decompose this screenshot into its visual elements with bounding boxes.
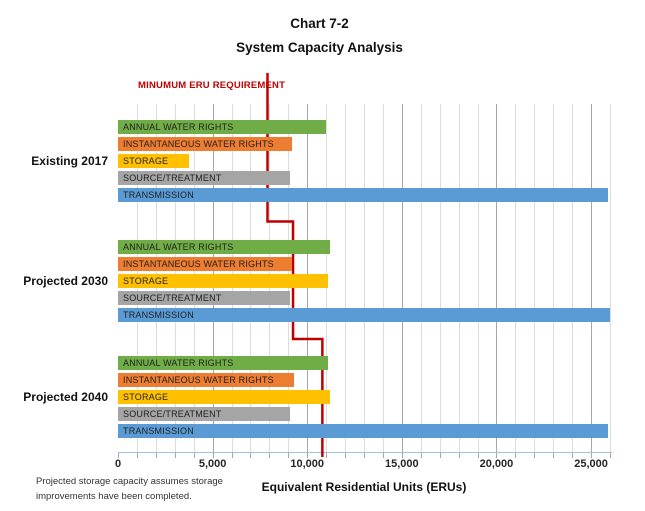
axis-tick [477, 452, 479, 458]
gridline [420, 104, 422, 452]
x-tick-label: 10,000 [290, 458, 325, 470]
gridline [572, 104, 574, 452]
gridline [496, 104, 498, 452]
axis-tick [591, 452, 593, 458]
group-label-existing-2017: Existing 2017 [31, 154, 108, 168]
axis-tick [212, 452, 214, 458]
axis-tick [118, 452, 119, 458]
gridline [591, 104, 593, 452]
axis-tick [364, 452, 365, 458]
axis-tick [155, 452, 157, 458]
gridline [345, 104, 347, 452]
bar-instantaneous-water-rights: INSTANTANEOUS WATER RIGHTS [118, 137, 293, 151]
bar-label: ANNUAL WATER RIGHTS [123, 242, 234, 252]
gridline [401, 104, 403, 452]
x-axis-line [118, 452, 612, 453]
gridline [458, 104, 460, 452]
axis-tick [420, 452, 422, 458]
bar-label: STORAGE [123, 392, 169, 402]
bar-transmission: TRANSMISSION [118, 188, 609, 202]
axis-tick [610, 452, 611, 458]
axis-tick [174, 452, 176, 458]
x-tick-label: 15,000 [385, 458, 419, 470]
x-tick-label: 25,000 [574, 458, 608, 470]
gridline [364, 104, 365, 452]
axis-tick [458, 452, 460, 458]
bar-source-treatment: SOURCE/TREATMENT [118, 171, 291, 185]
footnote-line-2: improvements have been completed. [36, 491, 192, 502]
x-axis-title: Equivalent Residential Units (ERUs) [261, 480, 467, 494]
gridline [515, 104, 517, 452]
gridline [534, 104, 536, 452]
bar-source-treatment: SOURCE/TREATMENT [118, 291, 291, 305]
bar-label: STORAGE [123, 276, 169, 286]
axis-tick [193, 452, 195, 458]
axis-tick [382, 452, 384, 458]
bar-source-treatment: SOURCE/TREATMENT [118, 407, 291, 421]
bar-instantaneous-water-rights: INSTANTANEOUS WATER RIGHTS [118, 257, 293, 271]
bar-storage: STORAGE [118, 154, 189, 168]
bar-label: INSTANTANEOUS WATER RIGHTS [123, 259, 274, 269]
axis-tick [401, 452, 403, 458]
bar-annual-water-rights: ANNUAL WATER RIGHTS [118, 120, 327, 134]
gridline [439, 104, 441, 452]
threshold-line-label: MINUMUM ERU REQUIREMENT [138, 80, 286, 91]
bar-label: SOURCE/TREATMENT [123, 173, 222, 183]
bar-label: TRANSMISSION [123, 426, 194, 436]
x-tick-label: 0 [114, 458, 122, 470]
bar-storage: STORAGE [118, 390, 330, 404]
bar-label: SOURCE/TREATMENT [123, 409, 222, 419]
x-tick-label: 5,000 [198, 458, 227, 470]
footnote-line-1: Projected storage capacity assumes stora… [36, 476, 223, 487]
bar-storage: STORAGE [118, 274, 329, 288]
bar-transmission: TRANSMISSION [118, 424, 609, 438]
axis-tick [231, 452, 233, 458]
axis-tick [250, 452, 252, 458]
gridline [553, 104, 555, 452]
bar-label: SOURCE/TREATMENT [123, 293, 222, 303]
bar-annual-water-rights: ANNUAL WATER RIGHTS [118, 240, 330, 254]
gridline [610, 104, 611, 452]
gridline [477, 104, 479, 452]
bar-label: INSTANTANEOUS WATER RIGHTS [123, 375, 274, 385]
axis-tick [496, 452, 498, 458]
chart-subtitle: System Capacity Analysis [236, 40, 403, 55]
bar-label: STORAGE [123, 156, 169, 166]
bar-label: ANNUAL WATER RIGHTS [123, 358, 234, 368]
axis-tick [326, 452, 328, 458]
bar-label: TRANSMISSION [123, 190, 194, 200]
group-label-projected-2040: Projected 2040 [23, 390, 108, 404]
x-tick-label: 20,000 [479, 458, 514, 470]
gridline [382, 104, 384, 452]
axis-tick [515, 452, 517, 458]
bar-instantaneous-water-rights: INSTANTANEOUS WATER RIGHTS [118, 373, 294, 387]
chart-title: Chart 7-2 [290, 16, 349, 31]
axis-tick [572, 452, 574, 458]
bar-transmission: TRANSMISSION [118, 308, 610, 322]
axis-tick [345, 452, 347, 458]
group-label-projected-2030: Projected 2030 [23, 274, 108, 288]
axis-tick [553, 452, 555, 458]
axis-tick [136, 452, 138, 458]
axis-tick [439, 452, 441, 458]
bar-label: INSTANTANEOUS WATER RIGHTS [123, 139, 274, 149]
bar-label: TRANSMISSION [123, 310, 194, 320]
axis-tick [534, 452, 536, 458]
bar-annual-water-rights: ANNUAL WATER RIGHTS [118, 356, 329, 370]
bar-label: ANNUAL WATER RIGHTS [123, 122, 234, 132]
